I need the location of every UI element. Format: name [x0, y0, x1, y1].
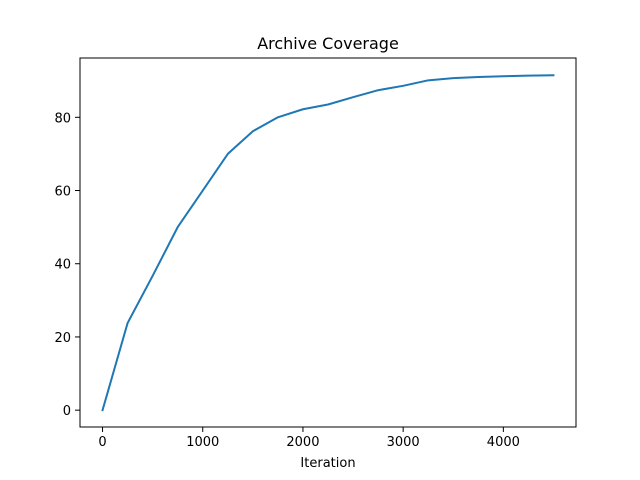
y-tick-label: 40	[54, 258, 71, 273]
series-line-0	[101, 74, 555, 412]
plot-area	[79, 57, 577, 428]
x-tick-label: 1000	[186, 435, 219, 450]
axes-frame	[79, 57, 577, 428]
x-axis: 0 1000 2000 3000 4000	[98, 427, 520, 450]
chart-title: Archive Coverage	[257, 34, 399, 53]
y-tick-label: 0	[63, 404, 71, 419]
y-tick-label: 60	[54, 185, 71, 200]
y-axis: 0 20 40 60 80	[54, 111, 80, 419]
x-tick-label: 4000	[487, 435, 520, 450]
y-tick-label: 80	[54, 111, 71, 126]
x-axis-label: Iteration	[300, 456, 355, 471]
x-tick-label: 0	[98, 435, 106, 450]
y-tick-label: 20	[54, 331, 71, 346]
x-tick-label: 2000	[286, 435, 319, 450]
x-tick-label: 3000	[387, 435, 420, 450]
